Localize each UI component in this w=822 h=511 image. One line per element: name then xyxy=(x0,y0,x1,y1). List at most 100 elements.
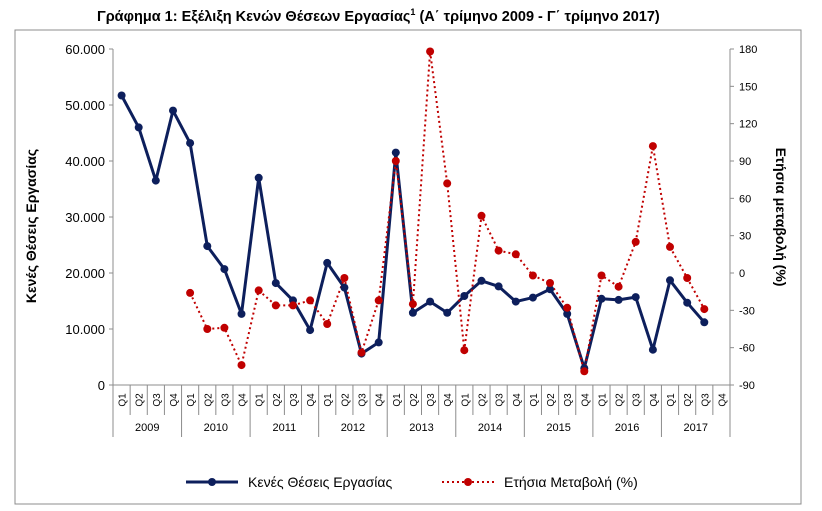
x-tick-label: Q1 xyxy=(597,393,608,407)
y2-tick-label: 0 xyxy=(739,268,745,280)
series-2-point xyxy=(426,47,435,56)
x-tick-label: Q2 xyxy=(683,393,694,407)
series-2-point xyxy=(460,346,469,355)
series-2-point xyxy=(528,271,537,280)
y2-tick-label: -90 xyxy=(739,380,755,392)
y2-tick-label: 90 xyxy=(739,156,751,168)
y-tick-label: 0 xyxy=(98,378,105,393)
x-year-label: 2010 xyxy=(204,422,228,434)
x-tick-label: Q1 xyxy=(666,393,677,407)
series-1-point xyxy=(528,293,537,302)
x-tick-label: Q1 xyxy=(460,393,471,407)
legend-marker-series1 xyxy=(208,478,216,486)
x-tick-label: Q1 xyxy=(186,393,197,407)
x-tick-label: Q4 xyxy=(306,393,317,407)
series-1-point xyxy=(700,318,709,327)
x-tick-label: Q3 xyxy=(495,393,506,407)
series-2-point xyxy=(323,320,332,328)
series-1-point xyxy=(597,294,606,303)
series-2-point xyxy=(563,303,572,312)
legend: Κενές Θέσεις Εργασίας Ετήσια Μεταβολή (%… xyxy=(186,474,638,490)
series-2-point xyxy=(340,274,349,282)
series-1-point xyxy=(169,106,177,115)
series-1-point xyxy=(511,297,520,306)
y2-axis-title: Ετήσια μεταβολή (%) xyxy=(773,148,789,287)
series-2-point xyxy=(408,300,417,309)
y-tick-label: 50.000 xyxy=(65,98,105,113)
series-2-point xyxy=(271,301,280,310)
series-1-point xyxy=(117,91,126,100)
y2-tick-label: 180 xyxy=(739,44,757,56)
y-axis-ticks: 0 10.000 20.000 30.000 40.000 50.000 60.000 xyxy=(65,42,113,393)
series-2-point xyxy=(546,279,554,287)
series-2-point xyxy=(357,348,366,357)
series-1-point xyxy=(237,309,246,318)
y-tick-label: 10.000 xyxy=(65,322,105,337)
y2-tick-label: -60 xyxy=(739,343,755,355)
series-2-point xyxy=(511,250,520,259)
x-tick-label: Q1 xyxy=(529,393,540,407)
series-2-point xyxy=(597,271,606,280)
y2-tick-label: 60 xyxy=(739,193,751,205)
series-1-point xyxy=(186,139,195,148)
series-1-point xyxy=(614,295,623,304)
x-tick-label: Q4 xyxy=(580,393,591,407)
series-1-point xyxy=(254,173,263,182)
x-tick-label: Q2 xyxy=(135,393,146,407)
x-tick-label: Q3 xyxy=(632,393,643,407)
series-points xyxy=(117,47,709,376)
series-2-point xyxy=(648,142,657,151)
series-1-point xyxy=(426,297,435,306)
series-1-point xyxy=(306,326,315,335)
y2-axis-ticks: -90 -60 -30 0 30 60 90 120 150 180 xyxy=(730,44,757,392)
series-2-point xyxy=(700,305,709,314)
series-2-point xyxy=(614,282,623,291)
series-1-point xyxy=(460,292,469,300)
series-1-point xyxy=(666,276,674,285)
x-tick-label: Q4 xyxy=(375,393,386,407)
series-1-point xyxy=(477,276,486,285)
x-axis-ticks: Q1 Q2 Q3 Q4 Q1 Q2 Q3 Q4 Q1 Q2 Q3 Q4 Q1 Q2 Q3 Q4 Q1 Q2 Q3 Q4… xyxy=(112,385,731,437)
series-1-point xyxy=(443,308,452,317)
series-1-point xyxy=(340,283,349,292)
legend-label-series1: Κενές Θέσεις Εργασίας xyxy=(248,474,392,490)
series-2-point xyxy=(237,361,246,370)
series-2-point xyxy=(306,296,315,305)
x-tick-label: Q1 xyxy=(323,393,334,407)
x-year-label: 2013 xyxy=(409,422,433,434)
series-1-point xyxy=(203,242,212,251)
series-2-point xyxy=(374,296,383,305)
series-1-point xyxy=(408,308,417,317)
x-tick-label: Q3 xyxy=(358,393,369,407)
series-2-point xyxy=(494,246,503,255)
x-tick-label: Q2 xyxy=(409,393,420,407)
series-1-point xyxy=(563,309,572,318)
x-tick-label: Q4 xyxy=(512,393,523,407)
series-2-point xyxy=(220,323,229,332)
x-tick-label: Q3 xyxy=(426,393,437,407)
legend-label-series2: Ετήσια Μεταβολή (%) xyxy=(504,474,638,490)
x-tick-label: Q2 xyxy=(615,393,626,407)
series-1-point xyxy=(271,279,280,288)
legend-marker-series2 xyxy=(464,478,472,486)
series-1-point xyxy=(134,123,143,132)
series-1-point xyxy=(151,176,160,185)
x-tick-label: Q3 xyxy=(152,393,163,407)
y-tick-label: 30.000 xyxy=(65,210,105,225)
x-year-label: 2015 xyxy=(546,422,570,434)
y-tick-label: 20.000 xyxy=(65,266,105,281)
y-axis-title: Κενές Θέσεις Εργασίας xyxy=(23,149,39,303)
series-2-point xyxy=(203,325,212,333)
y-tick-label: 60.000 xyxy=(65,42,105,57)
x-year-label: 2014 xyxy=(478,422,502,434)
series-1-point xyxy=(391,148,400,157)
y-tick-label: 40.000 xyxy=(65,154,105,169)
series-2-point xyxy=(683,274,692,282)
chart-title: Γράφημα 1: Εξέλιξη Κενών Θέσεων Εργασίας… xyxy=(97,7,660,25)
x-year-label: 2017 xyxy=(683,422,707,434)
series-2-point xyxy=(666,242,674,251)
series-1-point xyxy=(546,285,554,294)
series-1-point xyxy=(374,338,383,347)
x-tick-label: Q4 xyxy=(238,393,249,407)
